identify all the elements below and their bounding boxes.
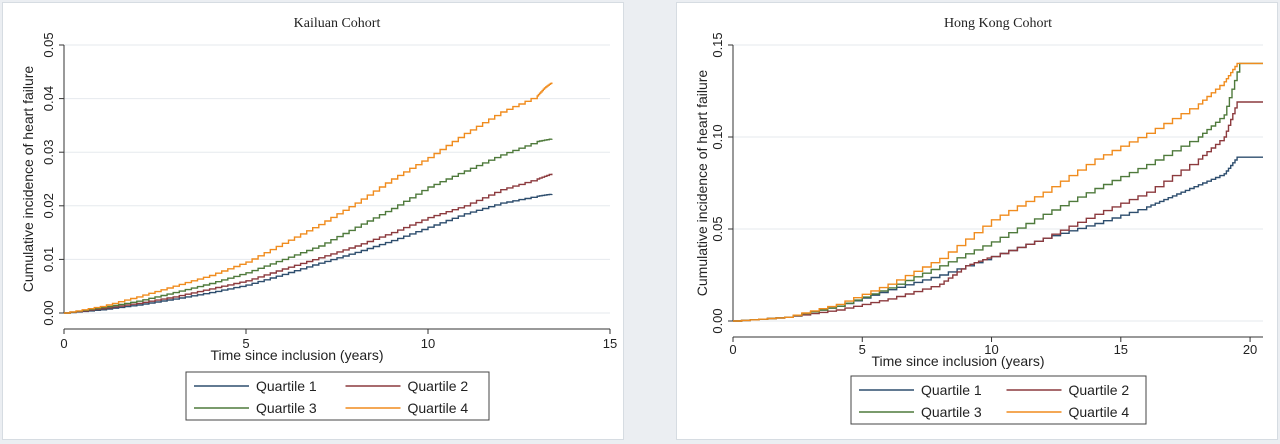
y-tick-label: 0.05 [41,32,56,57]
x-tick-label: 20 [1243,342,1257,357]
x-tick-label: 15 [1114,342,1128,357]
legend-label: Quartile 3 [921,404,982,420]
x-tick-label: 10 [421,336,435,351]
legend-label: Quartile 2 [408,378,469,394]
legend-box [850,375,1147,425]
series-line-quartile-4 [64,82,553,314]
plot-area [733,45,1263,321]
y-tick-label: 0.01 [41,247,56,272]
x-tick-label: 15 [603,336,617,351]
y-tick-label: 0.03 [41,140,56,165]
y-tick-label: 0.15 [710,32,725,57]
x-tick-label: 5 [859,342,866,357]
x-tick-label: 10 [984,342,998,357]
y-tick-label: 0.04 [41,86,56,111]
x-tick-label: 0 [729,342,736,357]
y-axis-label: Cumulative incidence of heart failure [20,66,36,293]
y-tick-label: 0.00 [710,308,725,333]
legend-label: Quartile 1 [921,382,982,398]
kailuan-chart: Kailuan Cohort 0.00 0.01 0.02 0.03 0.04 0.05 0 5… [20,16,617,421]
legend-label: Quartile 4 [408,400,469,416]
plot-area [64,45,610,313]
series-line-quartile-3 [64,138,553,314]
legend-label: Quartile 1 [256,378,317,394]
series-line-quartile-2 [64,173,553,314]
hongkong-chart: Hong Kong Cohort 0.00 0.05 0.10 0.15 0 5 10 15 20… [694,16,1263,425]
legend-box [185,371,490,421]
legend-label: Quartile 2 [1069,382,1130,398]
series-line-quartile-4 [733,62,1263,322]
y-tick-label: 0.00 [41,300,56,325]
chart-title: Kailuan Cohort [294,16,381,31]
y-tick-label: 0.10 [710,124,725,149]
hongkong-chart-panel: Hong Kong Cohort 0.00 0.05 0.10 0.15 0 5 10 15 20… [676,2,1278,440]
series-line-quartile-2 [733,101,1263,322]
kailuan-chart-panel: Kailuan Cohort 0.00 0.01 0.02 0.03 0.04 0.05 0 5… [2,2,624,440]
y-tick-label: 0.02 [41,193,56,218]
y-axis-label: Cumulative incidence of heart failure [694,70,710,297]
series-line-quartile-3 [733,62,1263,322]
legend-label: Quartile 3 [256,400,317,416]
y-tick-label: 0.05 [710,216,725,241]
x-axis-label: Time since inclusion (years) [211,347,384,363]
legend-label: Quartile 4 [1069,404,1130,420]
x-axis-label: Time since inclusion (years) [872,353,1045,369]
x-tick-label: 5 [242,336,249,351]
chart-title: Hong Kong Cohort [944,16,1052,31]
x-tick-label: 0 [60,336,67,351]
